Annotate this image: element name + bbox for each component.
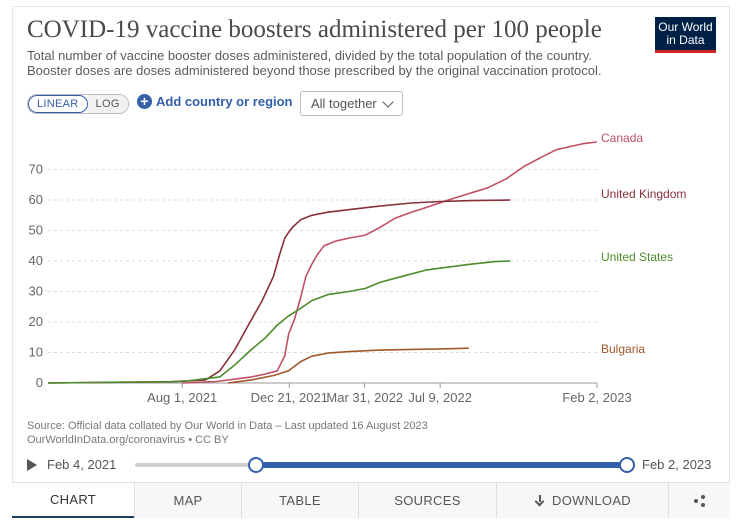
timeline: Feb 4, 2021 Feb 2, 2023 bbox=[27, 455, 717, 475]
y-tick-label: 0 bbox=[36, 375, 43, 390]
tab-sources[interactable]: SOURCES bbox=[358, 483, 496, 518]
timeline-start-label: Feb 4, 2021 bbox=[47, 457, 117, 472]
add-country-button[interactable]: + Add country or region bbox=[137, 94, 293, 109]
timeline-track[interactable] bbox=[135, 457, 635, 473]
facet-dropdown[interactable]: All together bbox=[300, 91, 403, 116]
download-icon bbox=[534, 494, 546, 507]
timeline-end-label: Feb 2, 2023 bbox=[642, 457, 712, 472]
facet-dropdown-value: All together bbox=[311, 96, 377, 111]
line-chart: 0 10 20 30 40 50 60 70 Aug 1, 2021 Dec 21, 2021Ma… bbox=[29, 131, 687, 405]
x-tick-label: Mar 31, 2022 bbox=[326, 390, 403, 405]
series-line-united-states bbox=[47, 260, 511, 384]
series-label-united-kingdom: United Kingdom bbox=[601, 187, 686, 201]
y-tick-label: 70 bbox=[29, 162, 43, 177]
owid-logo[interactable]: Our World in Data bbox=[655, 17, 716, 53]
source-note: Source: Official data collated by Our Wo… bbox=[27, 419, 428, 447]
chart-subtitle: Total number of vaccine booster doses ad… bbox=[27, 48, 602, 78]
series-label-bulgaria: Bulgaria bbox=[601, 342, 645, 356]
linear-scale-button[interactable]: LINEAR bbox=[28, 95, 88, 113]
series-label-canada: Canada bbox=[601, 131, 643, 145]
timeline-selected-range bbox=[256, 462, 627, 468]
tab-download-label: DOWNLOAD bbox=[552, 493, 631, 508]
tab-chart[interactable]: CHART bbox=[12, 483, 134, 518]
source-line-2[interactable]: OurWorldInData.org/coronavirus • CC BY bbox=[27, 434, 229, 446]
y-tick-label: 40 bbox=[29, 253, 43, 268]
share-icon bbox=[693, 494, 706, 507]
y-tick-label: 50 bbox=[29, 223, 43, 238]
tab-map[interactable]: MAP bbox=[134, 483, 241, 518]
y-tick-label: 20 bbox=[29, 314, 43, 329]
logo-line-1: Our World bbox=[658, 20, 713, 34]
plus-circle-icon: + bbox=[137, 94, 152, 109]
series-label-united-states: United States bbox=[601, 250, 673, 264]
y-tick-label: 30 bbox=[29, 284, 43, 299]
source-line-1: Source: Official data collated by Our Wo… bbox=[27, 420, 428, 432]
y-tick-label: 60 bbox=[29, 192, 43, 207]
share-button[interactable] bbox=[668, 483, 730, 518]
play-icon[interactable] bbox=[27, 459, 37, 471]
chart-title: COVID-19 vaccine boosters administered p… bbox=[27, 16, 602, 43]
logo-line-2: in Data bbox=[666, 33, 705, 47]
x-tick-label: Aug 1, 2021 bbox=[147, 390, 217, 405]
log-scale-button[interactable]: LOG bbox=[87, 95, 128, 113]
x-tick-label: Feb 2, 2023 bbox=[562, 390, 631, 405]
series-line-bulgaria bbox=[228, 347, 469, 384]
tab-download[interactable]: DOWNLOAD bbox=[496, 483, 668, 518]
timeline-start-handle[interactable] bbox=[248, 457, 264, 473]
timeline-end-handle[interactable] bbox=[619, 457, 635, 473]
add-country-label: Add country or region bbox=[156, 94, 293, 109]
x-tick-label: Jul 9, 2022 bbox=[408, 390, 472, 405]
scale-toggle: LINEAR LOG bbox=[27, 94, 129, 114]
series-line-united-kingdom bbox=[47, 199, 511, 384]
y-tick-label: 10 bbox=[29, 345, 43, 360]
tab-table[interactable]: TABLE bbox=[241, 483, 358, 518]
x-tick-label: Dec 21, 2021 bbox=[251, 390, 328, 405]
tab-bar: CHART MAP TABLE SOURCES DOWNLOAD bbox=[12, 482, 730, 518]
series-line-canada bbox=[182, 141, 598, 384]
